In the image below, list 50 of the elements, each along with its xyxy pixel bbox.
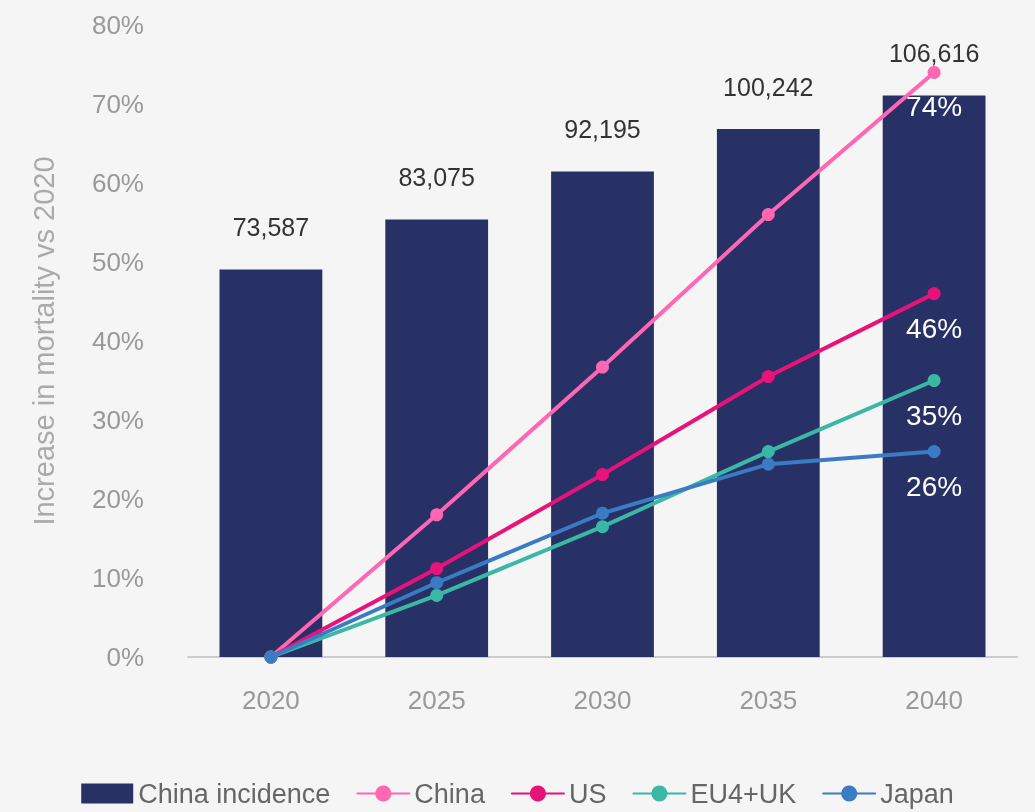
bar: [716, 129, 820, 657]
bar: [551, 171, 654, 657]
x-tick-label: 2020: [241, 685, 300, 715]
data-label: 106,616: [888, 38, 980, 67]
bar: [882, 95, 986, 657]
x-tick-label: 2035: [739, 685, 798, 715]
point: [430, 588, 444, 602]
point: [761, 457, 775, 471]
data-label: 46%: [906, 312, 963, 344]
x-tick-label: 2040: [905, 685, 964, 715]
legend-label: EU4+UK: [690, 778, 797, 809]
data-label: 74%: [906, 91, 963, 123]
point: [596, 360, 609, 374]
legend-label: China incidence: [138, 778, 331, 809]
legend-label: China: [414, 778, 486, 809]
point: [927, 445, 941, 459]
y-tick-label: 50%: [91, 247, 144, 277]
point: [761, 208, 775, 222]
legend-label: US: [568, 778, 607, 809]
data-label: 83,075: [398, 162, 475, 191]
y-tick-label: 20%: [91, 484, 144, 514]
y-tick-label: 60%: [91, 168, 144, 198]
point: [596, 506, 609, 520]
data-label: 92,195: [564, 114, 641, 143]
point: [430, 562, 444, 576]
point: [596, 520, 609, 534]
point: [927, 374, 941, 387]
data-label: 73,587: [232, 212, 310, 241]
point: [927, 65, 941, 79]
legend-label: Japan: [880, 778, 954, 809]
y-tick-label: 40%: [91, 326, 144, 356]
data-label: 100,242: [723, 72, 814, 101]
y-tick-label: 80%: [91, 10, 144, 40]
data-label: 35%: [906, 399, 963, 431]
y-tick-label: 70%: [91, 89, 144, 119]
y-axis-title: Increase in mortality vs 2020: [27, 156, 60, 526]
point: [761, 370, 775, 384]
point: [761, 445, 775, 459]
y-tick-label: 30%: [91, 405, 144, 435]
x-tick-label: 2025: [407, 685, 466, 715]
x-tick-label: 2030: [573, 685, 632, 715]
point: [927, 287, 941, 301]
data-label: 26%: [906, 470, 963, 502]
point: [596, 468, 609, 482]
y-tick-label: 0%: [106, 642, 144, 672]
bar: [219, 269, 323, 657]
y-tick-label: 10%: [91, 563, 144, 593]
point: [430, 508, 444, 522]
bar: [385, 219, 489, 657]
point: [430, 576, 444, 590]
